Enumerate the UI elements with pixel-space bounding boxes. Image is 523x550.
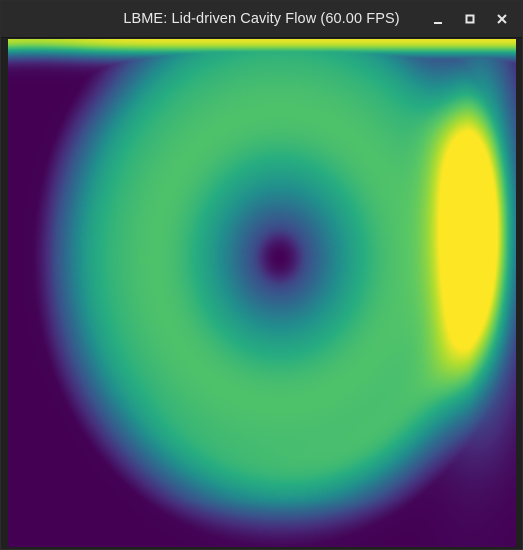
window-controls bbox=[426, 7, 514, 31]
close-button[interactable] bbox=[490, 7, 514, 31]
title-bar[interactable]: LBME: Lid-driven Cavity Flow (60.00 FPS) bbox=[1, 1, 522, 38]
simulation-view[interactable] bbox=[8, 39, 516, 547]
window-title: LBME: Lid-driven Cavity Flow (60.00 FPS) bbox=[123, 11, 400, 27]
minimize-button[interactable] bbox=[426, 7, 450, 31]
maximize-button[interactable] bbox=[458, 7, 482, 31]
minimize-icon bbox=[433, 14, 443, 24]
maximize-icon bbox=[465, 14, 475, 24]
close-icon bbox=[497, 14, 507, 24]
flow-field-canvas[interactable] bbox=[8, 39, 516, 547]
